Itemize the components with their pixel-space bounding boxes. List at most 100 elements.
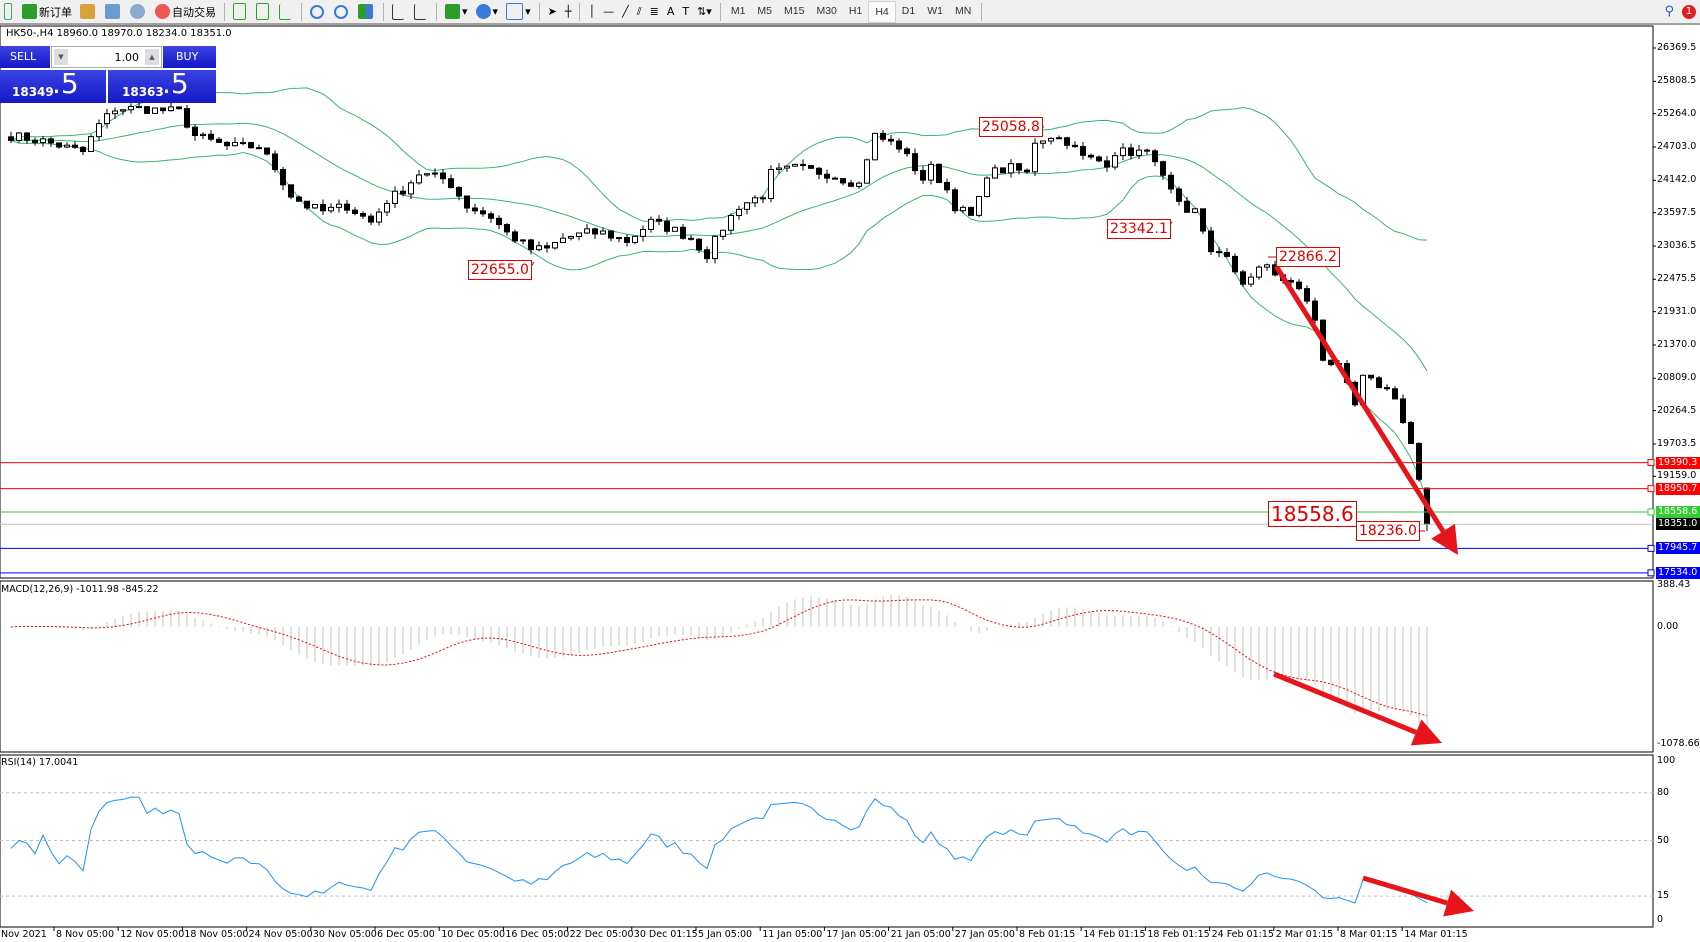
crosshair-tool[interactable]: ┼ — [561, 2, 576, 22]
candle — [1224, 251, 1230, 257]
candle — [568, 236, 574, 239]
chart-header: HK50-,H4 18960.0 18970.0 18234.0 18351.0 — [6, 28, 232, 39]
candle — [1240, 271, 1246, 285]
candle — [1400, 398, 1406, 424]
time-axis-label: 24 Nov 05:00 — [248, 929, 313, 940]
notifications-button[interactable]: 1 — [1678, 2, 1700, 22]
timeframe-m15[interactable]: M15 — [784, 4, 805, 17]
candle — [280, 169, 286, 186]
clock-icon — [475, 4, 491, 19]
candle — [1392, 388, 1398, 400]
zoom-out-button[interactable] — [330, 2, 354, 22]
templates-button[interactable]: ▾ — [502, 2, 535, 22]
candle — [1048, 137, 1054, 142]
auto-trading-icon — [155, 4, 170, 19]
candle — [784, 165, 790, 169]
new-order-button[interactable]: 新订单 — [18, 2, 76, 22]
text-label-tool[interactable]: T — [678, 2, 693, 22]
chart-shift-icon — [414, 3, 426, 20]
autoscroll-icon — [392, 3, 404, 20]
buy-price-button[interactable]: 18363 .5 — [108, 67, 216, 103]
text-tool[interactable]: A — [663, 2, 679, 22]
channel-tool[interactable]: ⫽ — [633, 2, 646, 22]
price-tick-label: 23036.5 — [1657, 239, 1697, 251]
sell-button[interactable]: SELL — [0, 46, 50, 68]
candle — [872, 132, 878, 161]
search-button[interactable]: ⚲ — [1660, 2, 1678, 22]
level-handle — [1647, 508, 1655, 516]
tile-windows-button[interactable] — [354, 2, 379, 22]
candle — [464, 195, 470, 209]
navigator-button[interactable] — [76, 2, 101, 22]
search-tool[interactable] — [0, 2, 18, 22]
indicators-button[interactable]: ▾ — [441, 2, 472, 22]
candle — [928, 163, 934, 181]
candle — [1288, 279, 1294, 283]
autoscroll-button[interactable] — [388, 2, 410, 22]
zoom-in-button[interactable] — [306, 2, 330, 22]
signals-button[interactable] — [126, 2, 151, 22]
timeframe-m30[interactable]: M30 — [816, 4, 837, 17]
divider — [579, 2, 581, 21]
level-handle — [1647, 485, 1655, 493]
fibonacci-tool[interactable]: ≣ — [646, 2, 663, 22]
candle — [888, 138, 894, 142]
candle — [176, 106, 182, 110]
timeframe-h4[interactable]: H4 — [868, 0, 896, 23]
candle — [1328, 359, 1334, 366]
candle — [608, 230, 614, 239]
candle — [600, 230, 606, 235]
periods-button[interactable]: ▾ — [472, 2, 503, 22]
timeframe-mn[interactable]: MN — [954, 4, 972, 17]
candle — [128, 106, 134, 111]
terminal-button[interactable] — [101, 2, 126, 22]
bar-chart-icon — [233, 3, 246, 20]
candle — [904, 148, 910, 155]
candle — [1144, 149, 1150, 152]
volume-down-icon[interactable]: ▼ — [54, 49, 68, 65]
chart-shift-button[interactable] — [410, 2, 432, 22]
trendline-tool[interactable]: ╱ — [618, 2, 633, 22]
volume-up-icon[interactable]: ▲ — [145, 49, 159, 65]
candle — [1008, 163, 1014, 174]
horizontal-line-tool[interactable]: — — [599, 2, 618, 22]
arrows-tool[interactable]: ⇅▾ — [693, 2, 716, 22]
sell-price-button[interactable]: 18349 .5 — [0, 67, 106, 103]
candle — [88, 136, 94, 153]
timeframe-w1[interactable]: W1 — [927, 4, 943, 17]
timeframe-m5[interactable]: M5 — [757, 4, 773, 17]
candle — [520, 239, 526, 242]
price-annotation: 25058.8 — [979, 117, 1043, 137]
candle — [1128, 147, 1134, 156]
buy-button[interactable]: BUY — [163, 46, 216, 68]
fibonacci-icon: ≣ — [649, 5, 659, 18]
time-axis-label: Nov 2021 — [1, 929, 47, 940]
trend-arrow-rsi — [1362, 875, 1448, 906]
line-chart-button[interactable] — [275, 2, 297, 22]
bar-chart-button[interactable] — [229, 2, 252, 22]
time-axis-label: 14 Feb 01:15 — [1083, 929, 1146, 940]
candle — [1264, 264, 1270, 268]
candle — [1136, 149, 1142, 156]
price-tick-label: 19703.5 — [1657, 437, 1697, 449]
vertical-line-tool[interactable]: │ — [584, 2, 599, 22]
level-handle — [1647, 544, 1655, 552]
timeframe-m1[interactable]: M1 — [730, 4, 746, 17]
candle-chart-button[interactable] — [252, 2, 275, 22]
price-annotation: 23342.1 — [1107, 219, 1171, 239]
candle — [704, 249, 710, 260]
volume-field[interactable]: ▼ 1.00 ▲ — [51, 46, 162, 68]
text-icon: A — [666, 5, 675, 18]
candle — [312, 203, 318, 209]
time-axis-label: 18 Nov 05:00 — [184, 929, 249, 940]
divider — [436, 2, 437, 21]
candle — [584, 228, 590, 234]
cursor-tool[interactable]: ➤ — [544, 2, 561, 22]
candle — [792, 163, 798, 167]
auto-trading-button[interactable]: 自动交易 — [151, 2, 220, 22]
candle — [768, 168, 774, 200]
timeframe-h1[interactable]: H1 — [848, 4, 863, 17]
macd-tick-label: 388.43 — [1657, 578, 1691, 590]
timeframe-d1[interactable]: D1 — [901, 4, 916, 17]
